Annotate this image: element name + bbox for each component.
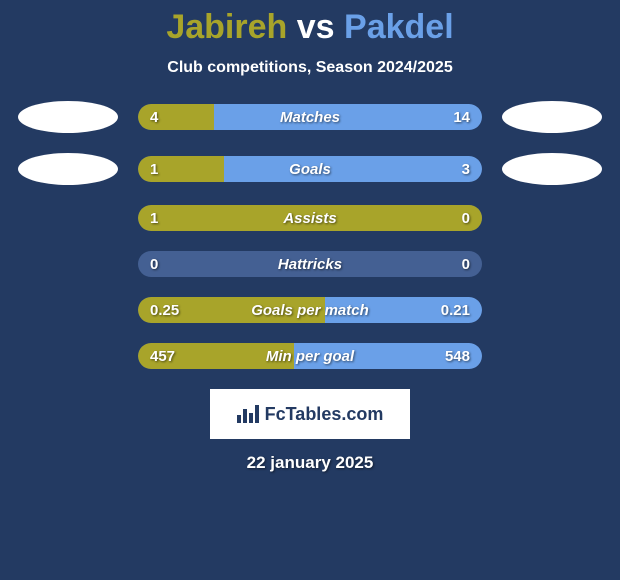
stat-row: 1Assists0 [0,205,620,231]
stat-row: 0Hattricks0 [0,251,620,277]
logo-text: FcTables.com [265,404,384,425]
stat-label: Matches [138,104,482,130]
stat-bar: 0Hattricks0 [138,251,482,277]
player2-oval [502,101,602,133]
stat-value-right: 0 [462,205,470,231]
stat-bar: 1Assists0 [138,205,482,231]
stat-value-right: 14 [453,104,470,130]
stat-label: Goals [138,156,482,182]
player1-name: Jabireh [166,8,287,46]
stat-row: 1Goals3 [0,153,620,185]
stat-row: 4Matches14 [0,101,620,133]
stat-row: 457Min per goal548 [0,343,620,369]
stat-bar: 4Matches14 [138,104,482,130]
stat-label: Hattricks [138,251,482,277]
stat-value-right: 0.21 [441,297,470,323]
stat-value-right: 548 [445,343,470,369]
player2-name: Pakdel [344,8,454,46]
comparison-card: Jabireh vs Pakdel Club competitions, Sea… [0,0,620,580]
stat-value-right: 0 [462,251,470,277]
stat-bar: 457Min per goal548 [138,343,482,369]
player1-oval [18,153,118,185]
bar-chart-icon [237,405,259,423]
stat-label: Goals per match [138,297,482,323]
stats-container: 4Matches141Goals31Assists00Hattricks00.2… [0,101,620,369]
stat-row: 0.25Goals per match0.21 [0,297,620,323]
player2-oval [502,153,602,185]
stat-label: Assists [138,205,482,231]
stat-bar: 1Goals3 [138,156,482,182]
vs-label: vs [297,8,344,46]
stat-value-right: 3 [462,156,470,182]
page-title: Jabireh vs Pakdel [0,8,620,47]
stat-bar: 0.25Goals per match0.21 [138,297,482,323]
date-label: 22 january 2025 [0,453,620,473]
player1-oval [18,101,118,133]
subtitle: Club competitions, Season 2024/2025 [0,59,620,77]
stat-label: Min per goal [138,343,482,369]
fctables-logo: FcTables.com [210,389,410,439]
